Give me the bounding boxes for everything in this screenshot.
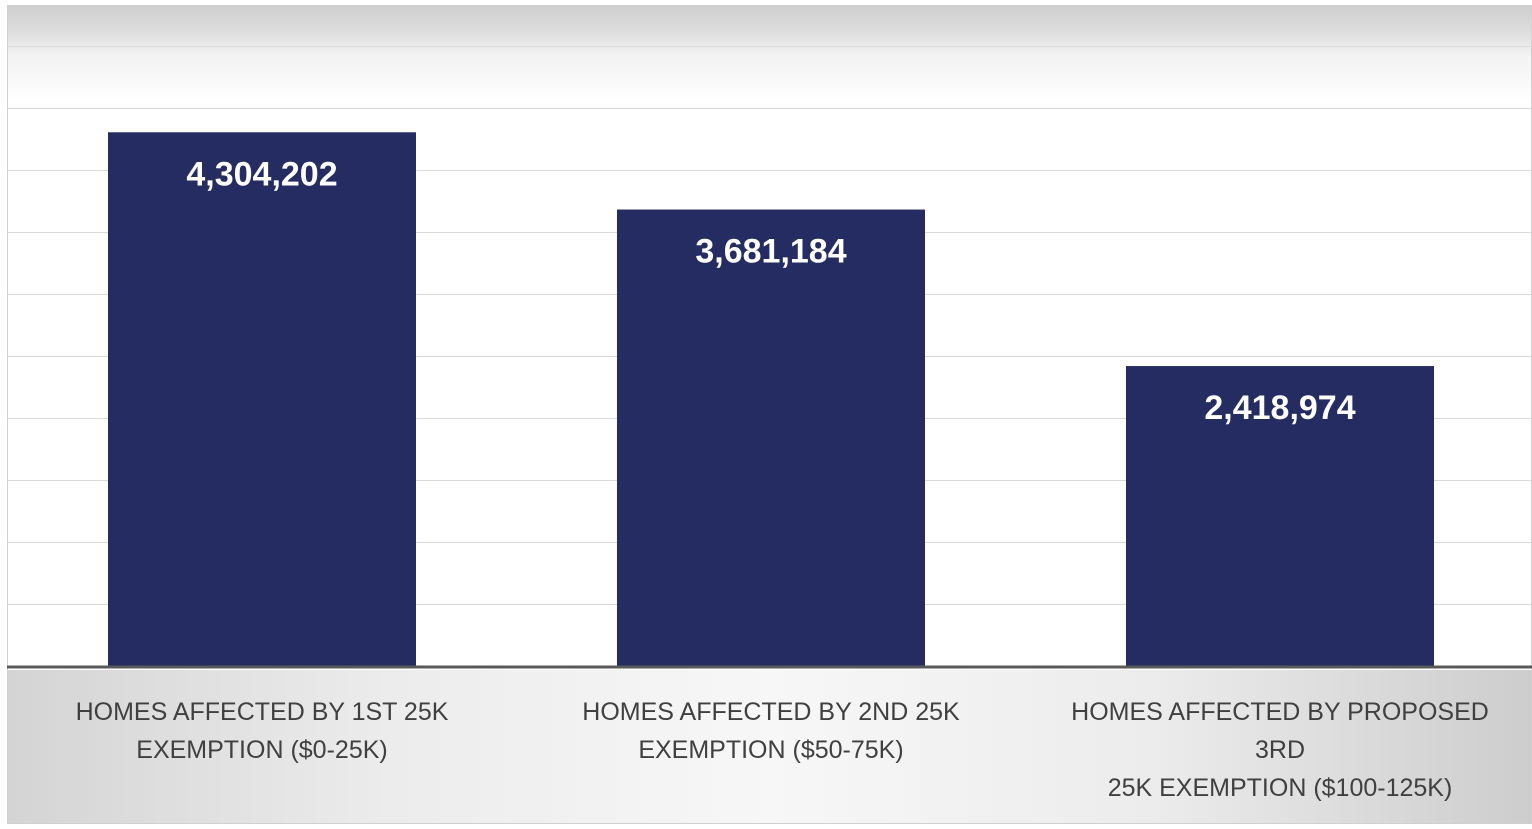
- data-label-3: 2,418,974: [1204, 389, 1355, 427]
- bars: [108, 132, 1434, 667]
- data-labels: 4,304,202 3,681,184 2,418,974: [186, 155, 1355, 427]
- bar-2: [617, 209, 925, 666]
- category-band: [8, 670, 1531, 823]
- bar-3: [1126, 366, 1434, 666]
- data-label-1: 4,304,202: [186, 155, 337, 193]
- bar-1: [108, 132, 416, 667]
- category-label-1: HOMES AFFECTED BY 1ST 25K EXEMPTION ($0-…: [75, 698, 449, 764]
- data-label-2: 3,681,184: [695, 233, 846, 271]
- category-label-2: HOMES AFFECTED BY 2ND 25K EXEMPTION ($50…: [582, 698, 960, 764]
- category-label-3: HOMES AFFECTED BY PROPOSED 3RD 25K EXEMP…: [1071, 698, 1489, 802]
